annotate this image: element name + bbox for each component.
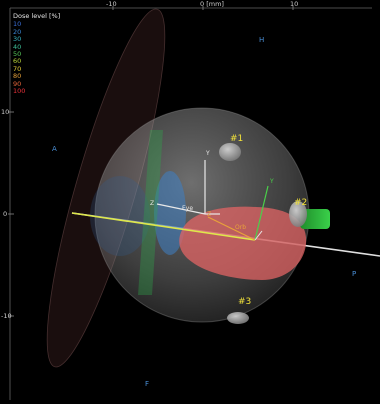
legend-level-40: 40 [13,42,22,51]
legend-title: Dose level [%] [13,12,61,20]
lens[interactable] [154,171,186,255]
legend-level-100: 100 [13,87,26,96]
orbit-axis-z-label: Z [207,211,212,218]
left-tick-label-zero: 0 [3,210,8,218]
legend-level-10: 10 [13,20,22,29]
orientation-anterior: A [52,145,57,153]
marker-1[interactable] [219,143,241,161]
legend-level-90: 90 [13,79,22,88]
eye-axis-label: Eye [182,205,194,212]
top-tick-label-neg10: -10 [106,0,117,8]
legend-level-80: 80 [13,72,22,81]
treatment-beam-axis [71,212,256,241]
marker-3[interactable] [227,312,249,324]
legend-level-60: 60 [13,57,22,66]
legend-level-30: 30 [13,35,22,44]
marker-2-label: #2 [294,198,308,208]
marker-2[interactable] [289,201,307,227]
orbit-axis-y [254,185,269,241]
marker-3-label: #3 [238,297,252,307]
top-tick-label-zero: 0 [mm] [200,0,224,8]
legend-level-70: 70 [13,64,22,73]
dose-level-legend: Dose level [%] 10 20 30 40 50 60 70 80 90 100 [13,12,61,96]
optic-nerve[interactable] [300,209,330,229]
legend-level-50: 50 [13,50,22,59]
isodose-band-green [138,130,163,295]
orientation-foot: F [145,380,150,388]
eye-axis-y-label: Y [206,150,210,157]
eye-axis-z-label: Z [150,200,155,207]
orbit-axis-y-label: Y [270,178,274,185]
orientation-head: H [259,36,265,44]
orbit-axis-z [207,216,256,241]
orbit-axis-label: Orb [235,224,246,231]
top-tick-label-pos10: 10 [290,0,299,8]
orientation-posterior: P [352,270,357,278]
left-tick-label-pos10: 10 [1,108,10,116]
legend-level-20: 20 [13,27,22,36]
cornea [90,176,150,256]
marker-1-label: #1 [230,134,244,144]
eye-axis-z [156,203,206,215]
left-tick-label-neg10: -10 [1,312,12,320]
orbit-axis-x [254,230,263,241]
tumor-target[interactable] [179,206,307,280]
